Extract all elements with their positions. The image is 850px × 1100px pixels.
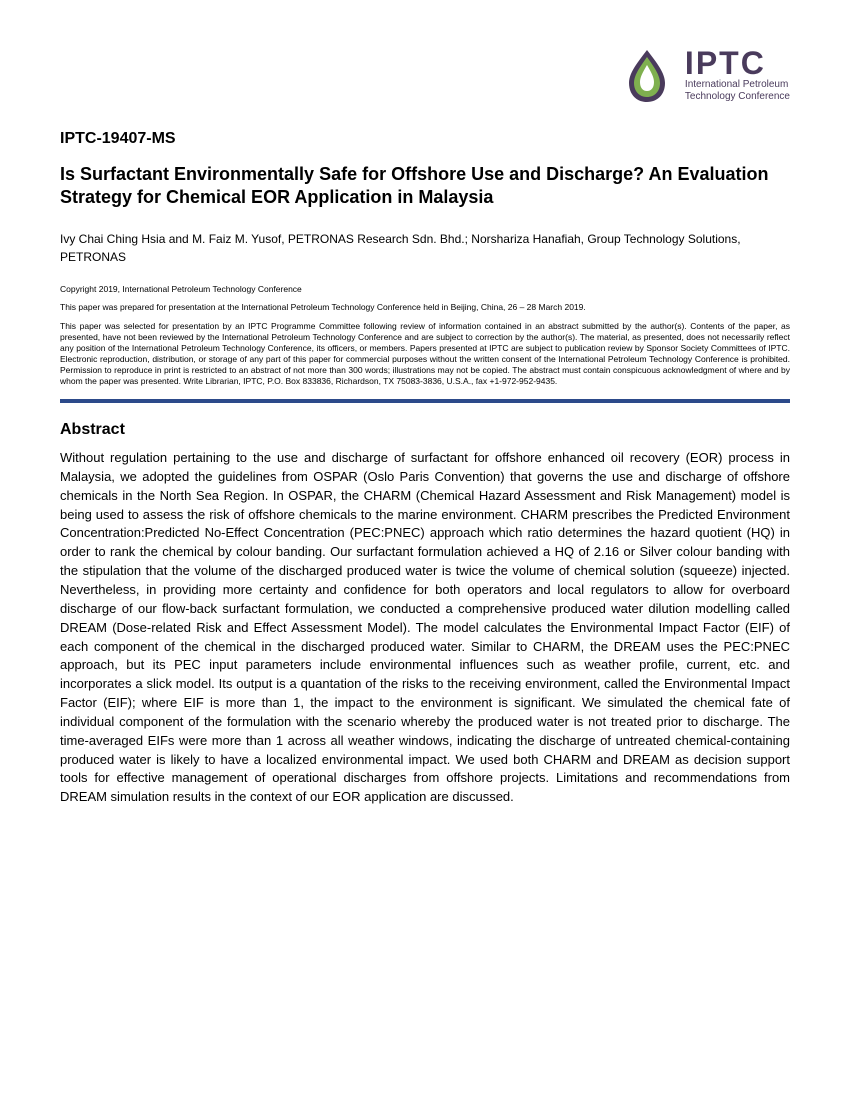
logo-text-block: IPTC International Petroleum Technology … (685, 47, 790, 103)
logo-acronym: IPTC (685, 47, 790, 79)
abstract-body: Without regulation pertaining to the use… (60, 449, 790, 807)
iptc-logo-icon (617, 45, 677, 105)
logo-group: IPTC International Petroleum Technology … (617, 45, 790, 105)
divider-bar (60, 399, 790, 403)
abstract-heading: Abstract (60, 421, 790, 439)
authors: Ivy Chai Ching Hsia and M. Faiz M. Yusof… (60, 230, 790, 266)
disclaimer-text: This paper was selected for presentation… (60, 321, 790, 387)
logo-subtitle-2: Technology Conference (685, 91, 790, 103)
paper-id: IPTC-19407-MS (60, 130, 790, 148)
logo-section: IPTC International Petroleum Technology … (60, 45, 790, 105)
paper-title: Is Surfactant Environmentally Safe for O… (60, 163, 790, 210)
copyright-notice: Copyright 2019, International Petroleum … (60, 284, 790, 294)
preparation-note: This paper was prepared for presentation… (60, 302, 790, 313)
logo-subtitle-1: International Petroleum (685, 79, 790, 91)
